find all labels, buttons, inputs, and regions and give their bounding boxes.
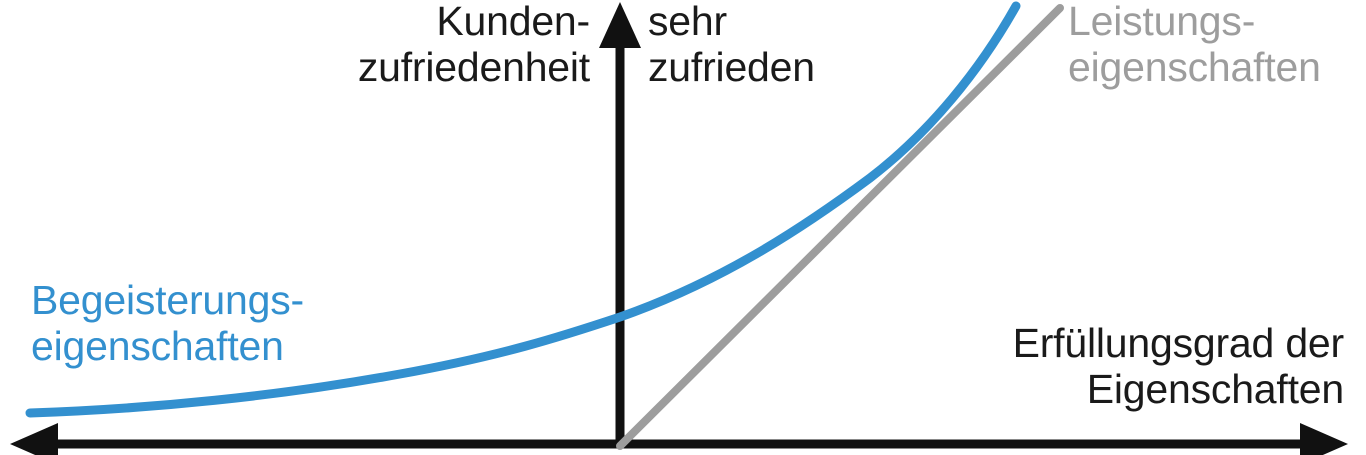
x-axis-group: [10, 423, 1348, 455]
y-axis-up-arrowhead: [599, 2, 641, 48]
x-axis-title: Erfüllungsgrad der Eigenschaften: [1012, 320, 1345, 412]
x-axis-left-arrowhead: [10, 423, 58, 455]
delight-attributes-label: Begeisterungs- eigenschaften: [31, 277, 304, 369]
performance-attributes-line: [616, 4, 1064, 450]
y-axis-top-value-label: sehr zufrieden: [648, 0, 815, 90]
delight-attributes-curve: [25, 1, 1021, 418]
y-axis-title: Kunden- zufriedenheit: [357, 0, 590, 90]
x-axis-right-arrowhead: [1300, 423, 1348, 455]
performance-attributes-label: Leistungs- eigenschaften: [1068, 0, 1321, 90]
y-axis-group: [599, 2, 641, 448]
